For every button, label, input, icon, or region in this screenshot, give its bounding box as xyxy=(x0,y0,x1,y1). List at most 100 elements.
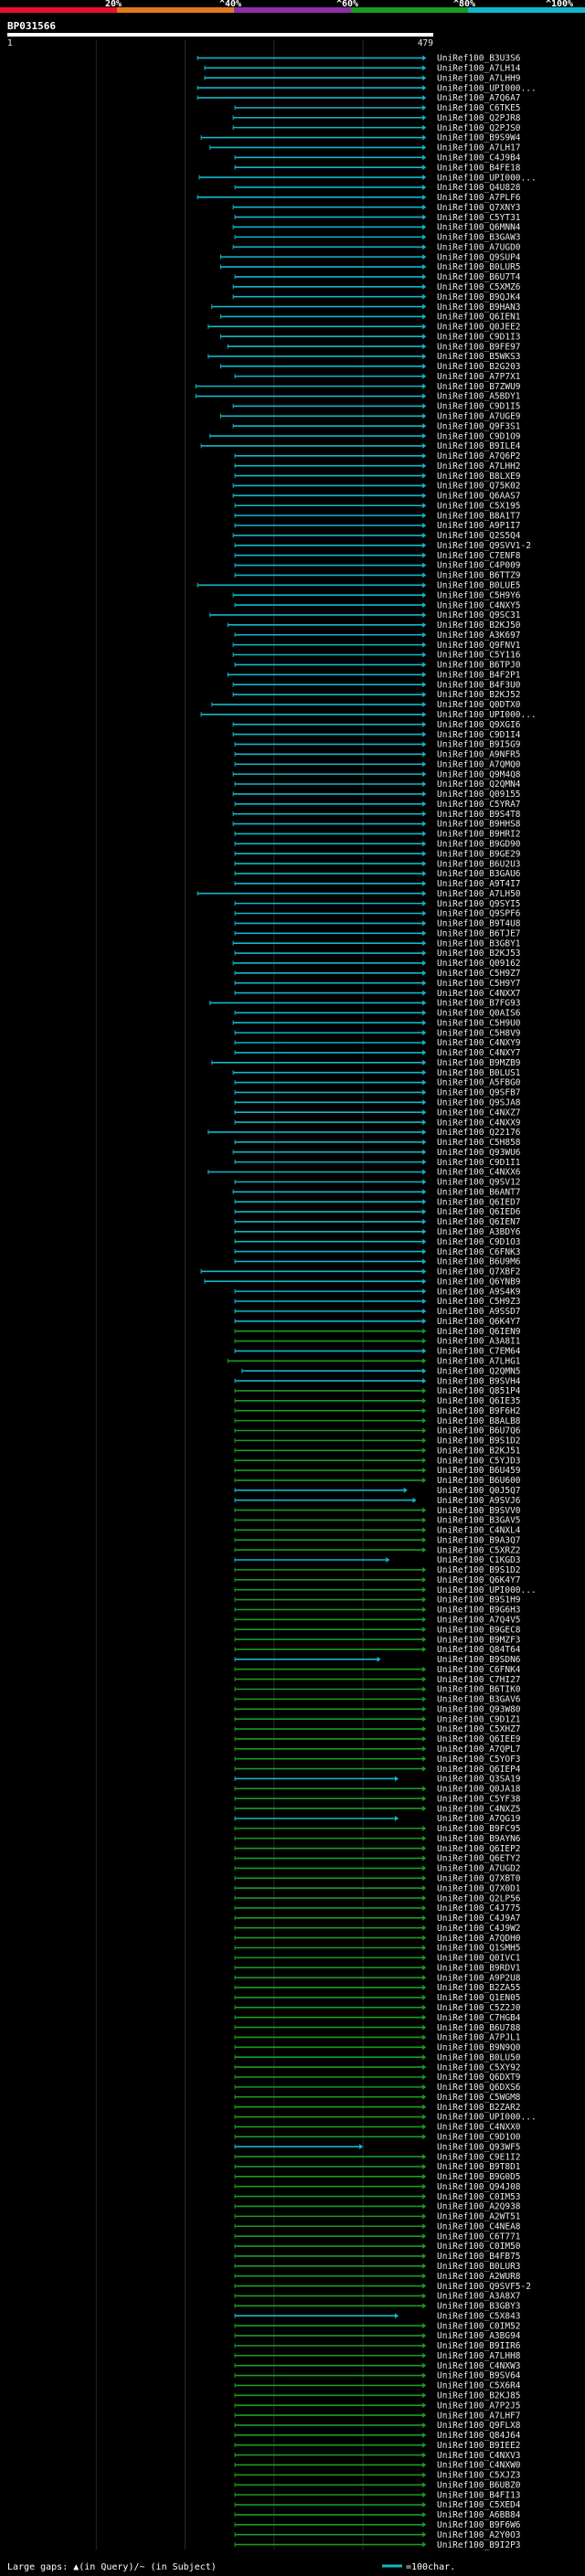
hit-label[interactable]: UniRef100_Q9M4Q8 xyxy=(437,769,521,779)
hit-label[interactable]: UniRef100_Q6K4Y7 xyxy=(437,1575,521,1585)
hit-row[interactable]: UniRef100_A2WUR8 xyxy=(234,2272,521,2282)
hit-row[interactable]: UniRef100_B9SVV0 xyxy=(234,1506,521,1516)
hit-row[interactable]: UniRef100_A3BG94 xyxy=(234,2331,521,2341)
hit-row[interactable]: UniRef100_B7FG93 xyxy=(209,999,521,1009)
hit-label[interactable]: UniRef100_C5YOF3 xyxy=(437,1754,521,1765)
hit-row[interactable]: UniRef100_C4NXX9 xyxy=(234,1118,521,1128)
hit-row[interactable]: UniRef100_B9HRI2 xyxy=(234,830,521,840)
hit-row[interactable]: UniRef100_UPI000... xyxy=(197,83,537,93)
hit-label[interactable]: UniRef100_Q9XGI6 xyxy=(437,720,521,730)
hit-row[interactable]: UniRef100_Q0JEE2 xyxy=(207,323,521,333)
hit-label[interactable]: UniRef100_C9D1I5 xyxy=(437,402,521,412)
hit-label[interactable]: UniRef100_B0LU50 xyxy=(437,2052,521,2062)
hit-row[interactable]: UniRef100_C5XED4 xyxy=(234,2500,521,2510)
hit-row[interactable]: UniRef100_C5XHZ7 xyxy=(234,1724,521,1734)
hit-row[interactable]: UniRef100_B9F6H2 xyxy=(234,1406,521,1416)
hit-label[interactable]: UniRef100_Q2LP56 xyxy=(437,1893,521,1903)
hit-label[interactable]: UniRef100_C9D1O0 xyxy=(437,2132,521,2142)
hit-row[interactable]: UniRef100_B9MZB9 xyxy=(211,1058,521,1068)
hit-label[interactable]: UniRef100_Q6IEP2 xyxy=(437,1844,521,1854)
hit-row[interactable]: UniRef100_B6U2U3 xyxy=(234,859,521,869)
hit-label[interactable]: UniRef100_Q9F3S1 xyxy=(437,421,521,431)
hit-row[interactable]: UniRef100_A2Y0O3 xyxy=(234,2530,521,2540)
hit-label[interactable]: UniRef100_B7ZWU9 xyxy=(437,382,521,392)
hit-row[interactable]: UniRef100_C5XMZ6 xyxy=(232,282,521,292)
hit-label[interactable]: UniRef100_A2Q938 xyxy=(437,2202,521,2212)
hit-label[interactable]: UniRef100_A7QPL7 xyxy=(437,1744,521,1754)
hit-row[interactable]: UniRef100_C9D1O9 xyxy=(209,431,521,441)
hit-row[interactable]: UniRef100_B9F6W6 xyxy=(234,2520,521,2530)
hit-row[interactable]: UniRef100_B0LU50 xyxy=(234,2052,521,2062)
hit-row[interactable]: UniRef100_A7QDH0 xyxy=(234,1934,521,1944)
hit-row[interactable]: UniRef100_Q9SFB7 xyxy=(234,1088,521,1098)
hit-label[interactable]: UniRef100_Q2PJS0 xyxy=(437,123,521,133)
hit-row[interactable]: UniRef100_B0LUR5 xyxy=(219,262,521,272)
hit-label[interactable]: UniRef100_C5XMZ6 xyxy=(437,282,521,292)
hit-label[interactable]: UniRef100_Q9SV12 xyxy=(437,1178,521,1188)
hit-row[interactable]: UniRef100_A9S4K9 xyxy=(234,1287,521,1297)
hit-row[interactable]: UniRef100_B9T8D1 xyxy=(234,2162,521,2172)
hit-row[interactable]: UniRef100_C5H858 xyxy=(234,1138,521,1148)
hit-row[interactable]: UniRef100_Q6YNB9 xyxy=(204,1277,521,1287)
hit-label[interactable]: UniRef100_A7QG19 xyxy=(437,1814,521,1824)
hit-row[interactable]: UniRef100_Q7XNY3 xyxy=(232,203,521,213)
hit-row[interactable]: UniRef100_A7PJL1 xyxy=(234,2033,521,2043)
hit-row[interactable]: UniRef100_B5WKS3 xyxy=(207,352,521,362)
hit-label[interactable]: UniRef100_C9E1I2 xyxy=(437,2152,521,2162)
hit-row[interactable]: UniRef100_Q2QMN4 xyxy=(234,779,521,790)
hit-row[interactable]: UniRef100_C6TKE5 xyxy=(234,103,521,113)
hit-row[interactable]: UniRef100_B9S4T8 xyxy=(232,810,521,820)
hit-label[interactable]: UniRef100_C5H9Y7 xyxy=(437,979,521,989)
hit-label[interactable]: UniRef100_B2G203 xyxy=(437,362,521,372)
hit-row[interactable]: UniRef100_Q9SC31 xyxy=(209,610,521,620)
hit-label[interactable]: UniRef100_Q6DXS6 xyxy=(437,2083,521,2093)
hit-label[interactable]: UniRef100_Q7XNY3 xyxy=(437,203,521,213)
hit-row[interactable]: UniRef100_C5XJZ3 xyxy=(234,2471,521,2481)
hit-row[interactable]: UniRef100_Q2PJS0 xyxy=(232,123,521,133)
hit-row[interactable]: UniRef100_B7ZWU9 xyxy=(195,382,521,392)
hit-label[interactable]: UniRef100_C5Y116 xyxy=(437,651,521,661)
hit-label[interactable]: UniRef100_Q2PJR8 xyxy=(437,113,521,123)
hit-label[interactable]: UniRef100_C4NXY9 xyxy=(437,1038,521,1048)
hit-label[interactable]: UniRef100_B4FB75 xyxy=(437,2252,521,2262)
hit-label[interactable]: UniRef100_Q0AIS6 xyxy=(437,1009,521,1019)
hit-label[interactable]: UniRef100_A6BB84 xyxy=(437,2510,521,2520)
hit-row[interactable]: UniRef100_B8LXE9 xyxy=(234,472,521,482)
hit-label[interactable]: UniRef100_Q0JEE2 xyxy=(437,323,521,333)
hit-label[interactable]: UniRef100_B9GE29 xyxy=(437,849,521,859)
hit-row[interactable]: UniRef100_C9D1I4 xyxy=(232,730,521,740)
hit-row[interactable]: UniRef100_C0IM50 xyxy=(234,2242,521,2252)
hit-row[interactable]: UniRef100_C9D1I5 xyxy=(232,402,521,412)
hit-label[interactable]: UniRef100_B6U600 xyxy=(437,1476,521,1486)
hit-label[interactable]: UniRef100_C4P009 xyxy=(437,561,521,571)
hit-row[interactable]: UniRef100_C5XRZ2 xyxy=(234,1545,521,1555)
hit-label[interactable]: UniRef100_B2KJ85 xyxy=(437,2390,521,2401)
hit-label[interactable]: UniRef100_A5FBG0 xyxy=(437,1078,521,1088)
hit-row[interactable]: UniRef100_Q6IEP4 xyxy=(234,1765,521,1775)
hit-label[interactable]: UniRef100_B2ZA55 xyxy=(437,1983,521,1993)
hit-label[interactable]: UniRef100_B6TPJ0 xyxy=(437,661,521,671)
hit-row[interactable]: UniRef100_UPI000... xyxy=(234,1585,537,1595)
hit-label[interactable]: UniRef100_C4NXX7 xyxy=(437,989,521,999)
hit-label[interactable]: UniRef100_C5H9U0 xyxy=(437,1018,521,1028)
hit-label[interactable]: UniRef100_B9SVH4 xyxy=(437,1376,521,1386)
hit-row[interactable]: UniRef100_Q9F3S1 xyxy=(232,421,521,431)
hit-row[interactable]: UniRef100_UPI000... xyxy=(234,2113,537,2123)
hit-row[interactable]: UniRef100_Q6ETY2 xyxy=(234,1854,521,1864)
hit-row[interactable]: UniRef100_Q6IED6 xyxy=(234,1207,521,1217)
hit-label[interactable]: UniRef100_Q9SVV1-2 xyxy=(437,541,531,551)
hit-label[interactable]: UniRef100_C4NXY5 xyxy=(437,600,521,610)
hit-row[interactable]: UniRef100_A7UGD2 xyxy=(234,1864,521,1874)
hit-label[interactable]: UniRef100_C4J775 xyxy=(437,1903,521,1913)
hit-row[interactable]: UniRef100_A7QG19 xyxy=(234,1814,521,1824)
hit-label[interactable]: UniRef100_A7PJL1 xyxy=(437,2033,521,2043)
hit-row[interactable]: UniRef100_Q84J64 xyxy=(234,2431,521,2441)
hit-row[interactable]: UniRef100_Q4U828 xyxy=(234,183,521,193)
hit-row[interactable]: UniRef100_C6FNK3 xyxy=(234,1247,521,1257)
hit-label[interactable]: UniRef100_C1KGD3 xyxy=(437,1555,521,1565)
hit-label[interactable]: UniRef100_Q0DTX0 xyxy=(437,700,521,710)
hit-label[interactable]: UniRef100_C5YJD3 xyxy=(437,1456,521,1466)
hit-row[interactable]: UniRef100_C1KGD3 xyxy=(234,1555,521,1565)
hit-label[interactable]: UniRef100_B6U2U3 xyxy=(437,859,521,869)
hit-row[interactable]: UniRef100_B9SVH4 xyxy=(234,1376,521,1386)
